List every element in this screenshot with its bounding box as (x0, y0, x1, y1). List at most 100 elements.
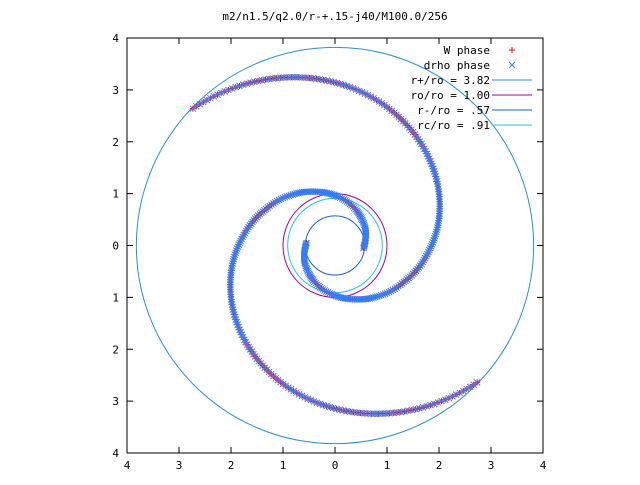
drho-phase-point (236, 82, 243, 90)
drho-phase-point (236, 239, 244, 247)
drho-phase-point (199, 98, 207, 106)
legend-label: rc/ro = .91 (417, 119, 490, 132)
drho-phase-point (232, 249, 239, 257)
x-tick-label: 1 (384, 459, 391, 472)
drho-phase-point (234, 243, 242, 250)
drho-phase-point (338, 195, 346, 202)
drho-phase-point (466, 383, 474, 391)
drho-phase-point (431, 234, 438, 242)
drho-phase-point (434, 180, 441, 188)
drho-phase-point (377, 291, 385, 299)
legend-label: drho phase (424, 59, 490, 72)
drho-phase-point (430, 236, 438, 244)
drho-phase-point (423, 250, 431, 258)
drho-phase-point (383, 289, 391, 297)
drho-phase-point (324, 289, 332, 296)
drho-phase-point (231, 251, 239, 259)
drho-phase-point (226, 278, 234, 286)
drho-phase-point (285, 192, 293, 200)
drho-phase-point (283, 193, 291, 200)
drho-phase-point (238, 235, 245, 243)
drho-phase-point (426, 244, 434, 252)
data-points (189, 73, 481, 418)
y-tick-label: 1 (112, 188, 119, 201)
drho-phase-point (203, 96, 211, 104)
drho-phase-point (293, 190, 300, 197)
y-tick-label: 3 (112, 395, 119, 408)
drho-phase-point (368, 294, 375, 302)
drho-phase-point (340, 196, 348, 203)
drho-phase-point (241, 229, 249, 237)
x-tick-label: 4 (540, 459, 547, 472)
drho-phase-point (436, 205, 444, 213)
drho-phase-point (389, 286, 397, 294)
drho-phase-point (449, 393, 456, 400)
legend-label: ro/ro = 1.00 (411, 89, 490, 102)
drho-phase-point (239, 81, 247, 89)
drho-phase-point (275, 196, 283, 204)
drho-phase-point (240, 231, 248, 239)
y-tick-label: 4 (112, 32, 119, 45)
drho-phase-point (235, 241, 243, 249)
drho-phase-point (189, 105, 197, 112)
drho-phase-point (441, 396, 449, 404)
y-tick-label: 2 (112, 136, 119, 149)
drho-phase-point (428, 241, 436, 248)
drho-phase-point (232, 83, 240, 91)
drho-phase-point (233, 245, 241, 252)
circle-rro (135, 46, 535, 445)
drho-phase-point (432, 230, 440, 238)
circle-rcro (287, 197, 383, 294)
drho-phase-point (214, 91, 221, 98)
drho-phase-point (228, 85, 236, 92)
y-tick-label: 0 (112, 240, 119, 253)
drho-phase-point (229, 306, 237, 313)
drho-phase-point (289, 191, 297, 198)
drho-phase-point (452, 391, 460, 399)
drho-phase-point (429, 239, 437, 246)
y-tick-label: 1 (112, 291, 119, 304)
x-tick-label: 3 (488, 459, 495, 472)
drho-phase-point (228, 301, 236, 308)
y-tick-label: 2 (112, 343, 119, 356)
drho-phase-point (230, 253, 238, 261)
drho-phase-point (456, 389, 464, 397)
circle-roro (282, 193, 388, 298)
drho-phase-point (242, 227, 250, 235)
drho-phase-point (419, 403, 427, 411)
drho-phase-point (210, 92, 218, 100)
drho-phase-point (226, 283, 234, 291)
drho-phase-point (196, 100, 204, 108)
drho-phase-point (373, 293, 381, 300)
drho-phase-point (221, 87, 229, 95)
drho-phase-point (427, 401, 434, 409)
drho-phase-point (425, 246, 433, 254)
legend: W phase drho phase r+/ro = 3.82 ro/ro = 1.0… (411, 44, 532, 132)
drho-phase-point (433, 178, 441, 185)
drho-phase-point (422, 252, 430, 260)
x-tick-label: 3 (176, 459, 183, 472)
drho-phase-point (470, 381, 478, 389)
drho-phase-point (438, 397, 445, 405)
drho-phase-point (427, 242, 435, 250)
drho-phase-point (287, 191, 295, 199)
y-tick-label: 3 (112, 84, 119, 97)
drho-phase-point (436, 200, 444, 208)
drho-phase-point (436, 203, 444, 210)
x-tick-label: 2 (436, 459, 443, 472)
drho-phase-point (420, 256, 428, 264)
drho-phase-point (423, 402, 431, 410)
x-tick-label: 2 (228, 459, 235, 472)
drho-phase-point (459, 387, 467, 395)
drho-phase-point (281, 193, 289, 201)
drho-phase-point (371, 293, 379, 301)
drho-phase-point (279, 194, 287, 202)
drho-phase-point (229, 303, 236, 311)
drho-phase-point (217, 89, 225, 97)
drho-phase-point (385, 288, 393, 296)
chart-title: m2/n1.5/q2.0/r-+.15-j40/M100.0/256 (222, 10, 447, 23)
x-tick-label: 1 (280, 459, 287, 472)
drho-phase-point (336, 194, 344, 202)
